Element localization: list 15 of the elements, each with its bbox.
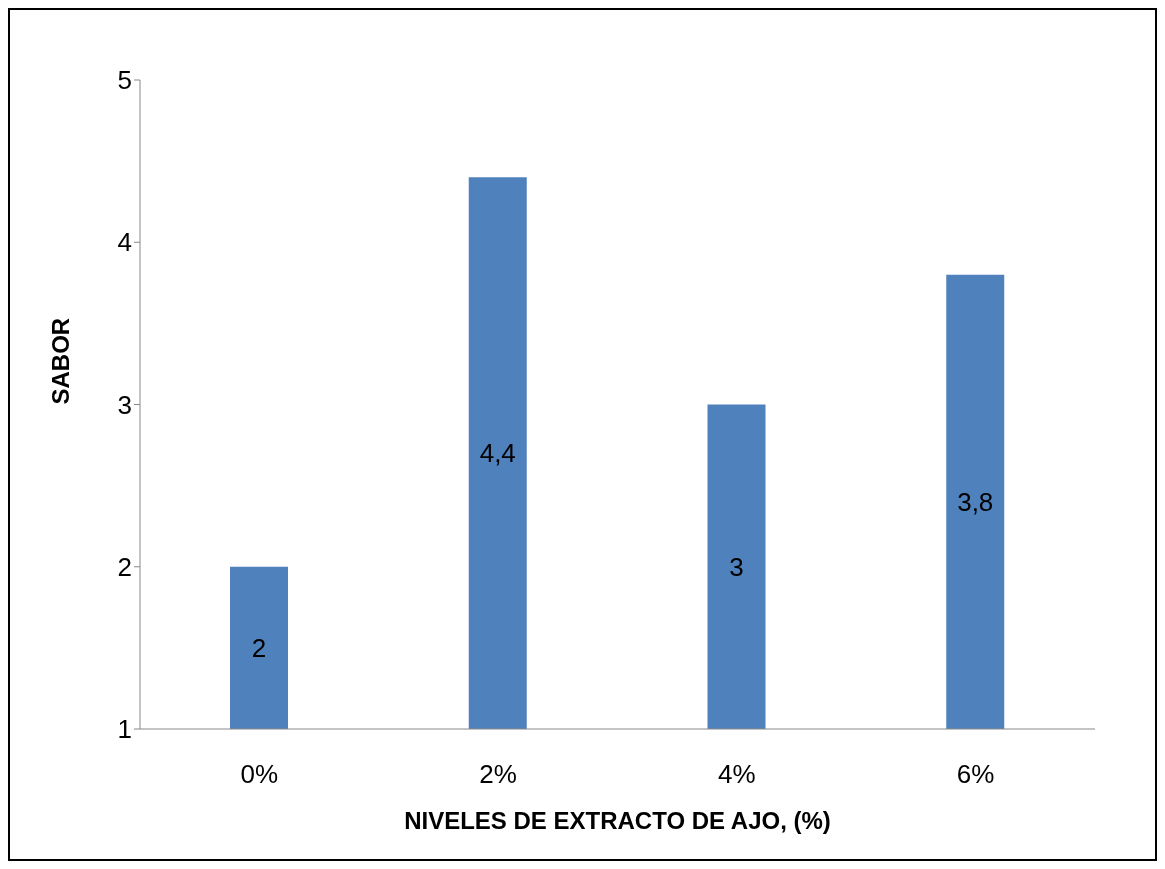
x-tick-label: 4% — [718, 759, 756, 790]
x-axis-title: NIVELES DE EXTRACTO DE AJO, (%) — [404, 807, 831, 834]
y-tick-label: 5 — [117, 65, 132, 96]
y-tick-label: 3 — [117, 389, 132, 420]
data-label: 2 — [251, 632, 267, 663]
x-tick-label: 0% — [240, 759, 279, 790]
data-label: 3 — [729, 551, 744, 582]
data-label: 3,8 — [957, 486, 994, 517]
x-tick-label: 2% — [479, 759, 517, 790]
y-tick-label: 4 — [117, 227, 132, 258]
data-label: 4,4 — [479, 438, 516, 469]
x-tick-label: 6% — [956, 759, 995, 790]
y-tick-label: 1 — [117, 714, 132, 745]
y-tick-label: 2 — [117, 551, 132, 582]
y-axis-title: SABOR — [46, 317, 74, 405]
